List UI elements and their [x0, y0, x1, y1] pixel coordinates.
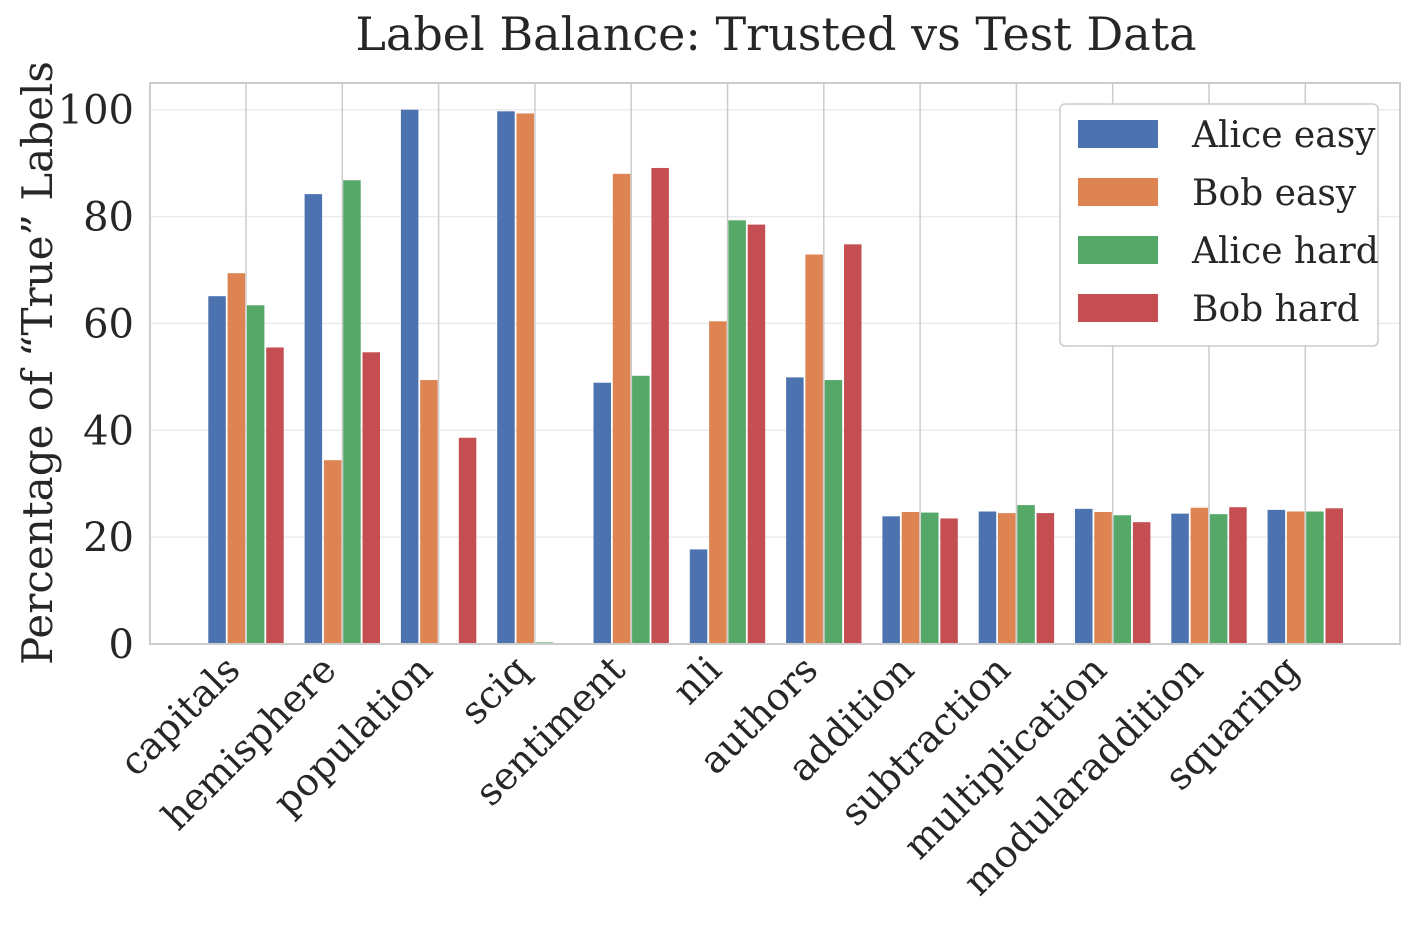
bar-bob-easy-authors	[805, 254, 823, 644]
legend: Alice easy Bob easy Alice hard Bob hard	[1059, 103, 1379, 347]
bar-bob-easy-sentiment	[612, 173, 631, 644]
legend-swatch	[1078, 294, 1158, 322]
bar-bob-easy-capitals	[227, 273, 246, 644]
y-tick-label: 40	[83, 408, 134, 454]
y-tick-label: 100	[58, 88, 134, 134]
bar-alice-hard-hemisphere	[343, 180, 361, 645]
bar-alice-easy-squaring	[1267, 509, 1286, 644]
bar-alice-hard-sentiment	[632, 375, 650, 644]
bar-bob-hard-authors	[844, 244, 862, 644]
legend-label: Alice easy	[1191, 115, 1376, 156]
y-tick-labels: 0 20 40 60 80 100	[58, 88, 134, 668]
bar-bob-hard-squaring	[1325, 508, 1343, 644]
gridlines	[150, 83, 1400, 645]
bar-bob-easy-nli	[709, 321, 727, 644]
bar-alice-hard-authors	[824, 380, 843, 644]
bar-alice-easy-nli	[689, 549, 708, 644]
bar-bob-easy-multiplication	[1094, 512, 1112, 644]
y-tick-label: 60	[83, 301, 134, 347]
legend-label: Alice hard	[1191, 231, 1379, 272]
legend-swatch	[1078, 178, 1158, 206]
bar-bob-easy-hemisphere	[323, 460, 342, 644]
bar-alice-hard-subtraction	[1017, 505, 1035, 644]
bar-bob-easy-addition	[901, 512, 920, 644]
y-tick-label: 0	[109, 622, 134, 668]
bar-alice-hard-capitals	[246, 305, 265, 644]
bar-bob-easy-population	[420, 380, 438, 644]
plot-frame	[149, 82, 1401, 645]
bar-alice-easy-population	[400, 109, 419, 644]
bar-alice-easy-capitals	[208, 296, 226, 644]
bar-alice-easy-multiplication	[1075, 508, 1093, 644]
bar-bob-easy-sciq	[516, 113, 534, 644]
bar-bob-hard-addition	[940, 518, 958, 644]
bar-bob-easy-modularaddition	[1190, 507, 1209, 644]
legend-label: Bob easy	[1192, 173, 1357, 214]
chart-title: Label Balance: Trusted vs Test Data	[355, 7, 1196, 61]
bar-alice-easy-addition	[882, 516, 900, 644]
x-tick-label-sciq: sciq	[452, 647, 538, 733]
bar-alice-hard-modularaddition	[1209, 514, 1228, 644]
bar-bob-hard-modularaddition	[1229, 507, 1247, 644]
bar-bob-hard-sentiment	[651, 167, 669, 644]
y-tick-label: 80	[83, 195, 134, 241]
bar-bob-hard-nli	[747, 224, 766, 644]
bar-alice-hard-multiplication	[1113, 515, 1132, 644]
bar-bob-hard-subtraction	[1036, 513, 1055, 644]
bar-bob-hard-capitals	[266, 347, 284, 644]
legend-label: Bob hard	[1192, 289, 1360, 330]
bar-alice-easy-subtraction	[978, 511, 997, 644]
bar-bob-hard-hemisphere	[362, 352, 380, 644]
y-tick-label: 20	[83, 515, 134, 561]
bar-alice-easy-sentiment	[593, 382, 611, 644]
bar-alice-easy-authors	[786, 377, 804, 644]
x-tick-label-nli: nli	[664, 647, 730, 713]
legend-swatch	[1078, 236, 1158, 264]
bar-alice-hard-squaring	[1306, 511, 1324, 644]
bar-bob-easy-squaring	[1286, 511, 1305, 644]
bar-alice-easy-sciq	[497, 111, 515, 644]
bar-bob-easy-subtraction	[998, 513, 1016, 644]
bar-bob-hard-population	[458, 437, 477, 644]
bars	[208, 109, 1343, 645]
y-axis-label: Percentage of “True” Labels	[13, 61, 62, 665]
bar-bob-hard-multiplication	[1132, 522, 1151, 644]
legend-swatch	[1078, 120, 1158, 148]
bar-alice-easy-modularaddition	[1171, 513, 1189, 644]
legend-box	[1059, 103, 1379, 347]
bar-alice-easy-hemisphere	[304, 194, 323, 644]
bar-alice-hard-nli	[728, 220, 746, 644]
bar-alice-hard-addition	[921, 512, 939, 644]
